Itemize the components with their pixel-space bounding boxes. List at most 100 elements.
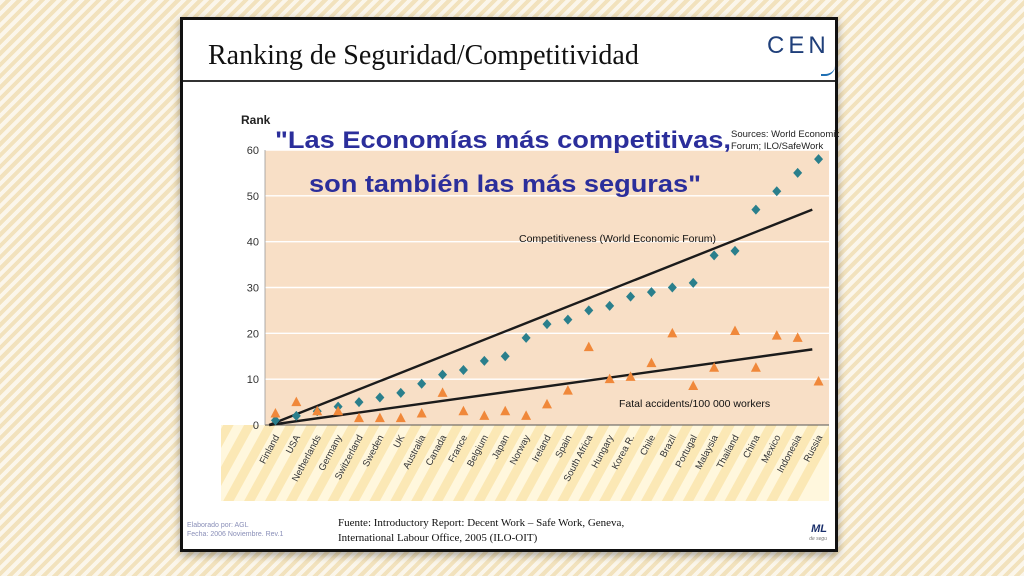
y-tick-label: 50	[247, 191, 259, 203]
fatal-accidents-point	[709, 362, 720, 372]
footer-logo-subtext: de segu	[809, 536, 827, 542]
fatal-accidents-point	[354, 412, 364, 423]
label-band-stripe	[766, 425, 819, 501]
fatal-accidents-point	[688, 380, 699, 391]
sources-annotation-line: Sources: World Economic	[731, 129, 839, 140]
fatal-accidents-point	[750, 362, 761, 372]
competitiveness-point	[375, 392, 385, 403]
label-band-stripe	[557, 425, 610, 501]
competitiveness-point	[605, 300, 615, 311]
fatal-accidents-point	[730, 325, 740, 336]
label-band-stripe	[599, 425, 652, 501]
fatal-accidents-point	[416, 408, 427, 418]
label-band-stripe	[327, 425, 380, 501]
fatal-accidents-point	[667, 327, 678, 338]
competitiveness-point	[563, 314, 573, 325]
label-band-stripe	[536, 425, 589, 501]
label-band-stripe	[620, 425, 673, 501]
fatal-accidents-point	[437, 387, 448, 397]
label-band-stripe	[473, 425, 527, 501]
slide: Ranking de Seguridad/Competitividad CENI…	[180, 17, 839, 552]
competitiveness-point	[584, 305, 594, 316]
competitiveness-point	[751, 204, 761, 215]
label-band-stripe	[348, 425, 401, 501]
label-band-stripe	[432, 425, 485, 501]
fatal-accidents-point	[291, 396, 302, 407]
logo-ceni: CENI	[767, 32, 831, 59]
competitiveness-point	[730, 245, 740, 256]
footer-credit: Elaborado por: AGL Fecha: 2006 Noviembre…	[187, 521, 283, 539]
competitiveness-point	[626, 291, 636, 302]
footer-source-line: Fuente: Introductory Report: Decent Work…	[338, 517, 625, 529]
competitiveness-point	[667, 282, 677, 293]
competitiveness-point	[500, 351, 510, 362]
fatal-accidents-point	[458, 405, 469, 416]
label-band-stripe	[285, 425, 339, 501]
competitiveness-series-label: Competitiveness (World Economic Forum)	[519, 233, 716, 245]
fatal-accidents-point	[771, 330, 782, 340]
label-band-stripe	[221, 425, 234, 449]
label-band-stripe	[640, 425, 694, 501]
accidents-trend-line	[269, 348, 813, 427]
label-band-stripe	[703, 425, 756, 501]
competitiveness-point	[793, 167, 803, 178]
fatal-accidents-point	[395, 412, 406, 423]
label-band-stripe	[682, 425, 735, 501]
footer-credit-line: Fecha: 2006 Noviembre. Rev.1	[187, 531, 284, 538]
fatal-accidents-point	[583, 341, 594, 352]
y-tick-label: 60	[247, 145, 259, 157]
label-band-stripe	[306, 425, 359, 501]
sources-annotation-line: Forum; ILO/SafeWork	[731, 141, 823, 152]
y-tick-label: 10	[247, 374, 259, 386]
competitiveness-point	[479, 355, 489, 366]
label-band-stripe	[390, 425, 443, 501]
competitiveness-point	[438, 369, 448, 380]
fatal-accidents-point	[813, 375, 824, 386]
competitiveness-point	[772, 186, 782, 197]
quote-line: "Las Economías más competitivas,	[275, 127, 731, 154]
label-band-stripe	[494, 425, 547, 501]
label-bands	[221, 425, 829, 501]
competitiveness-trend-line	[268, 208, 813, 427]
quote-line: son también las más seguras"	[309, 171, 701, 198]
footer-source: Fuente: Introductory Report: Decent Work…	[338, 516, 624, 546]
fatal-accidents-point	[333, 405, 344, 416]
label-band-stripe	[745, 425, 798, 501]
y-tick-label: 0	[253, 420, 259, 432]
label-band-stripe	[244, 425, 297, 501]
footer-credit-line: Elaborado por: AGL	[187, 522, 249, 529]
label-band-stripe	[661, 425, 715, 501]
fatal-accidents-point	[792, 332, 803, 342]
competitiveness-point	[417, 378, 427, 389]
logo-swoosh-icon	[821, 62, 835, 76]
competitiveness-point	[688, 277, 698, 288]
fatal-accidents-point	[604, 373, 615, 384]
footer-source-line: International Labour Office, 2005 (ILO-O…	[338, 532, 538, 544]
y-tick-label: 30	[247, 283, 259, 295]
fatal-accidents-point	[542, 398, 552, 409]
fatal-accidents-point	[646, 357, 657, 368]
competitiveness-point	[521, 332, 531, 343]
fatal-accidents-point	[374, 412, 385, 423]
label-band-stripe	[452, 425, 506, 501]
label-band-stripe	[578, 425, 631, 501]
fatal-accidents-point	[562, 385, 573, 395]
fatal-accidents-point	[521, 410, 532, 420]
fatal-accidents-point	[479, 410, 490, 420]
label-band-stripe	[264, 425, 318, 501]
label-band-stripe	[724, 425, 777, 501]
label-band-stripe	[369, 425, 422, 501]
y-tick-label: 40	[247, 237, 259, 249]
competitiveness-point	[291, 410, 301, 421]
label-band-stripe	[787, 425, 829, 501]
competitiveness-point	[396, 387, 406, 398]
slide-title: Ranking de Seguridad/Competitividad	[208, 40, 639, 71]
competitiveness-point	[354, 397, 364, 408]
label-band-stripe	[411, 425, 464, 501]
competitiveness-point	[709, 250, 719, 261]
fatal-accidents-point	[500, 405, 511, 416]
label-band-stripe	[221, 425, 255, 487]
label-band-stripe	[515, 425, 568, 501]
y-tick-label: 20	[247, 328, 259, 340]
